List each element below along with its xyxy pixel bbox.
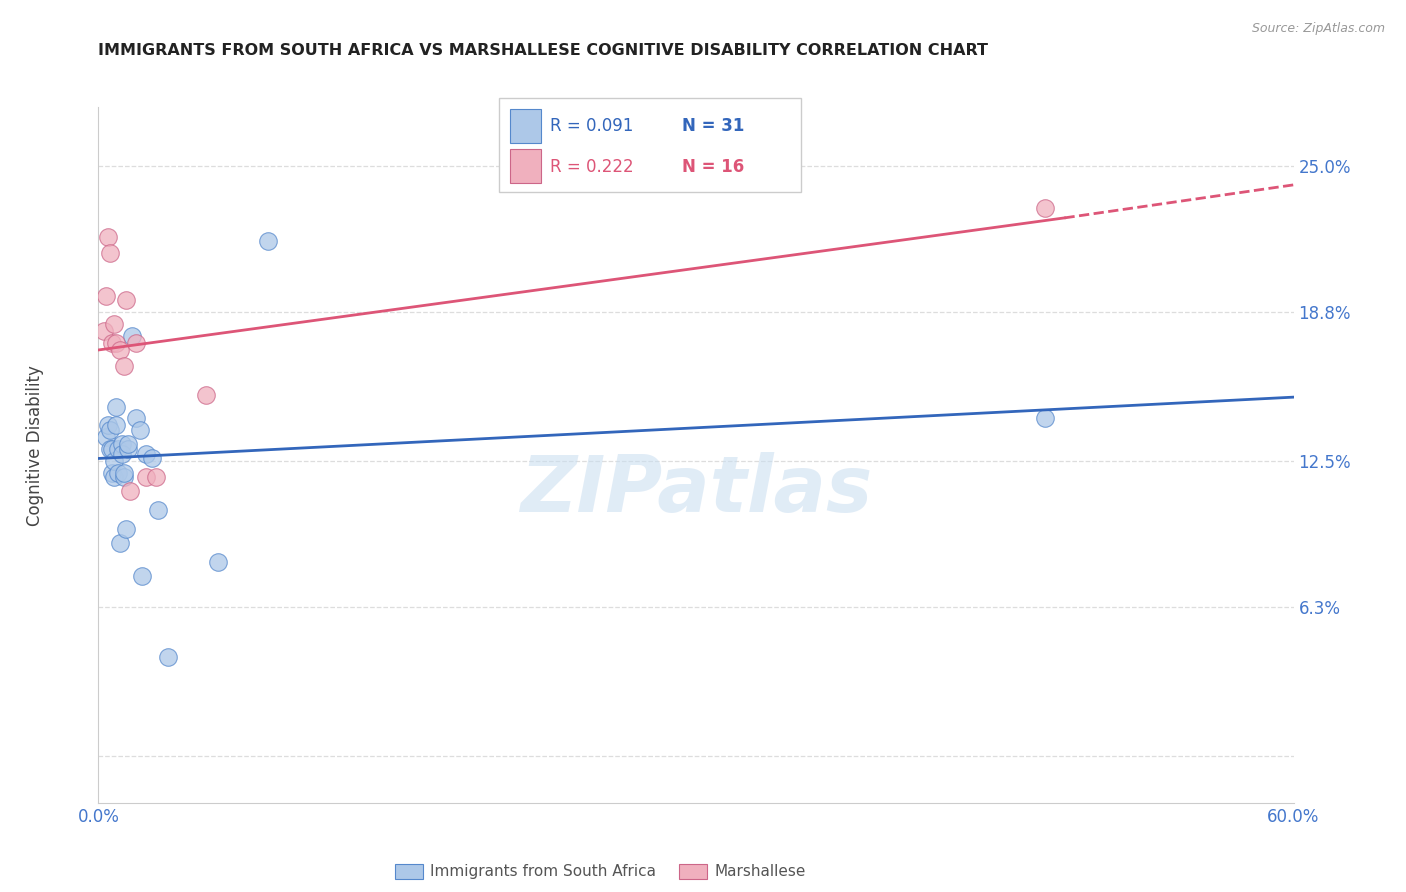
Text: N = 16: N = 16 [682, 158, 744, 176]
Point [101, 442, 124, 456]
Point [98, 246, 122, 260]
Point [135, 470, 157, 484]
Text: Source: ZipAtlas.com: Source: ZipAtlas.com [1251, 22, 1385, 36]
Point [105, 400, 128, 414]
Point [207, 555, 229, 569]
Point [105, 418, 128, 433]
Point [111, 447, 134, 461]
Point [107, 442, 129, 456]
Point [93, 324, 115, 338]
Point [103, 454, 125, 468]
Point [98, 423, 122, 437]
Point [112, 470, 135, 484]
Point [110, 536, 132, 550]
Text: IMMIGRANTS FROM SOUTH AFRICA VS MARSHALLESE COGNITIVE DISABILITY CORRELATION CHA: IMMIGRANTS FROM SOUTH AFRICA VS MARSHALL… [98, 43, 988, 58]
Point [157, 649, 180, 664]
Legend: Immigrants from South Africa, Marshallese: Immigrants from South Africa, Marshalles… [389, 858, 811, 886]
Text: R = 0.091: R = 0.091 [550, 117, 633, 135]
Text: ZIPatlas: ZIPatlas [520, 451, 872, 528]
Point [121, 328, 143, 343]
Point [98, 442, 122, 456]
Point [115, 522, 138, 536]
Point [107, 466, 129, 480]
Point [101, 335, 124, 350]
Point [110, 343, 132, 357]
Text: R = 0.222: R = 0.222 [550, 158, 633, 176]
Point [112, 466, 135, 480]
Point [97, 418, 120, 433]
Point [135, 447, 157, 461]
Point [131, 569, 153, 583]
Point [111, 437, 134, 451]
Point [117, 437, 139, 451]
Point [148, 503, 170, 517]
Point [125, 335, 148, 350]
Point [105, 335, 128, 350]
Point [101, 466, 124, 480]
Point [117, 442, 139, 456]
Point [141, 451, 163, 466]
Point [120, 484, 142, 499]
Point [96, 289, 118, 303]
Point [194, 388, 218, 402]
Point [1033, 202, 1056, 216]
Text: Cognitive Disability: Cognitive Disability [27, 366, 44, 526]
Point [115, 293, 138, 308]
Point [125, 411, 148, 425]
Point [256, 235, 278, 249]
Point [103, 317, 125, 331]
Point [112, 359, 135, 374]
Point [145, 470, 167, 484]
Point [103, 470, 125, 484]
Point [1033, 411, 1056, 425]
Point [97, 229, 120, 244]
Point [96, 430, 118, 444]
Point [129, 423, 152, 437]
Text: N = 31: N = 31 [682, 117, 744, 135]
